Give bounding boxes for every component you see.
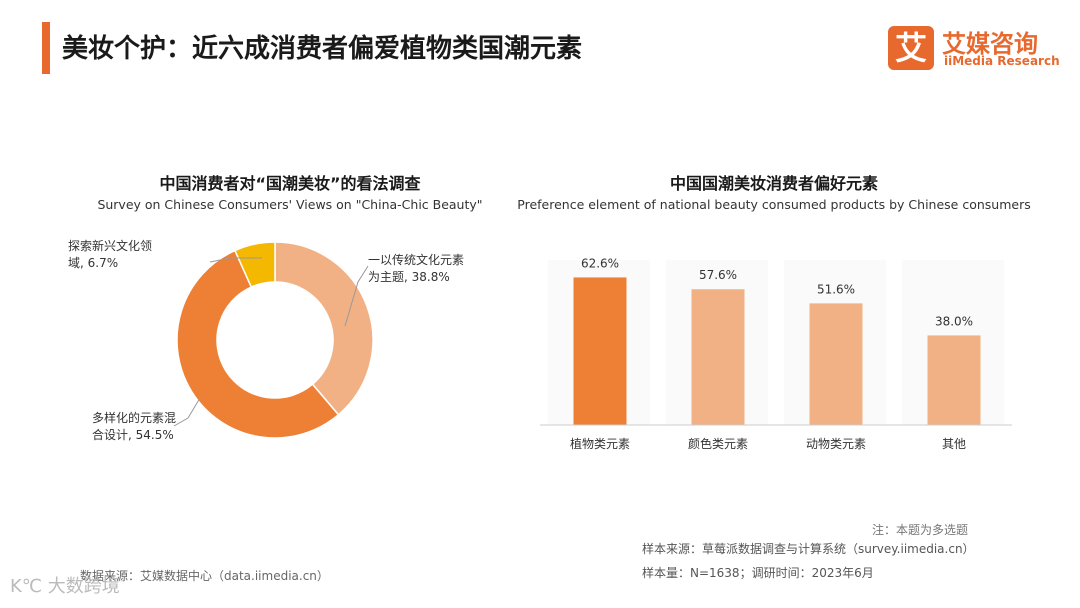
bar [809,303,863,425]
bar [691,289,745,425]
bar-chart: 62.6% 植物类元素 57.6% 颜色类元素 51.6% 动物类元素 38.0% 其他 [540,256,1012,451]
bar-category-label: 动物类元素 [806,437,866,451]
donut-slice-label: 为主题, 38.8% [368,270,450,284]
logo-name-cn: 艾媒咨询 [942,30,1038,58]
donut-slice-label: 一以传统文化元素 [368,252,464,267]
bar-value-label: 51.6% [817,282,855,296]
donut-chart-subtitle: Survey on Chinese Consumers' Views on "C… [97,197,483,212]
donut-slice-label: 多样化的元素混 [92,410,176,425]
bar-category-label: 其他 [942,437,966,451]
bar-category-label: 颜色类元素 [688,436,748,451]
sample-size: 样本量：N=1638；调研时间：2023年6月 [642,566,874,580]
bar-value-label: 62.6% [581,256,619,270]
data-source: 数据来源：艾媒数据中心（data.iimedia.cn） [80,569,329,583]
title-accent-bar [42,22,50,74]
leader-line [344,265,369,327]
bar [573,277,627,425]
page-title: 美妆个护：近六成消费者偏爱植物类国潮元素 [62,34,583,64]
leader-line [173,397,201,427]
multi-choice-note: 注：本题为多选题 [872,523,969,537]
watermark: K℃ 大数跨境 [10,576,120,597]
leader-line [209,257,262,263]
logo-name-en: iiMedia Research [944,54,1060,68]
sample-source: 样本来源：草莓派数据调查与计算系统（survey.iimedia.cn） [642,542,975,556]
donut-slice-label: 域, 6.7% [68,256,118,270]
donut-chart-title: 中国消费者对“国潮美妆”的看法调查 [159,174,421,193]
donut-slice [274,241,374,416]
iimedia-logo: 艾 艾媒咨询 iiMedia Research [888,26,1068,72]
bar-chart-subtitle: Preference element of national beauty co… [517,197,1031,212]
bar-value-label: 38.0% [935,314,973,328]
bar-value-label: 57.6% [699,268,737,282]
donut-slice [233,241,276,289]
donut-slice-label: 合设计, 54.5% [92,427,174,442]
bar-category-label: 植物类元素 [570,436,630,451]
logo-icon: 艾 [888,26,934,70]
bar-chart-title: 中国国潮美妆消费者偏好元素 [669,174,878,193]
bar [927,335,981,425]
donut-slice-label: 探索新兴文化领 [68,238,152,253]
